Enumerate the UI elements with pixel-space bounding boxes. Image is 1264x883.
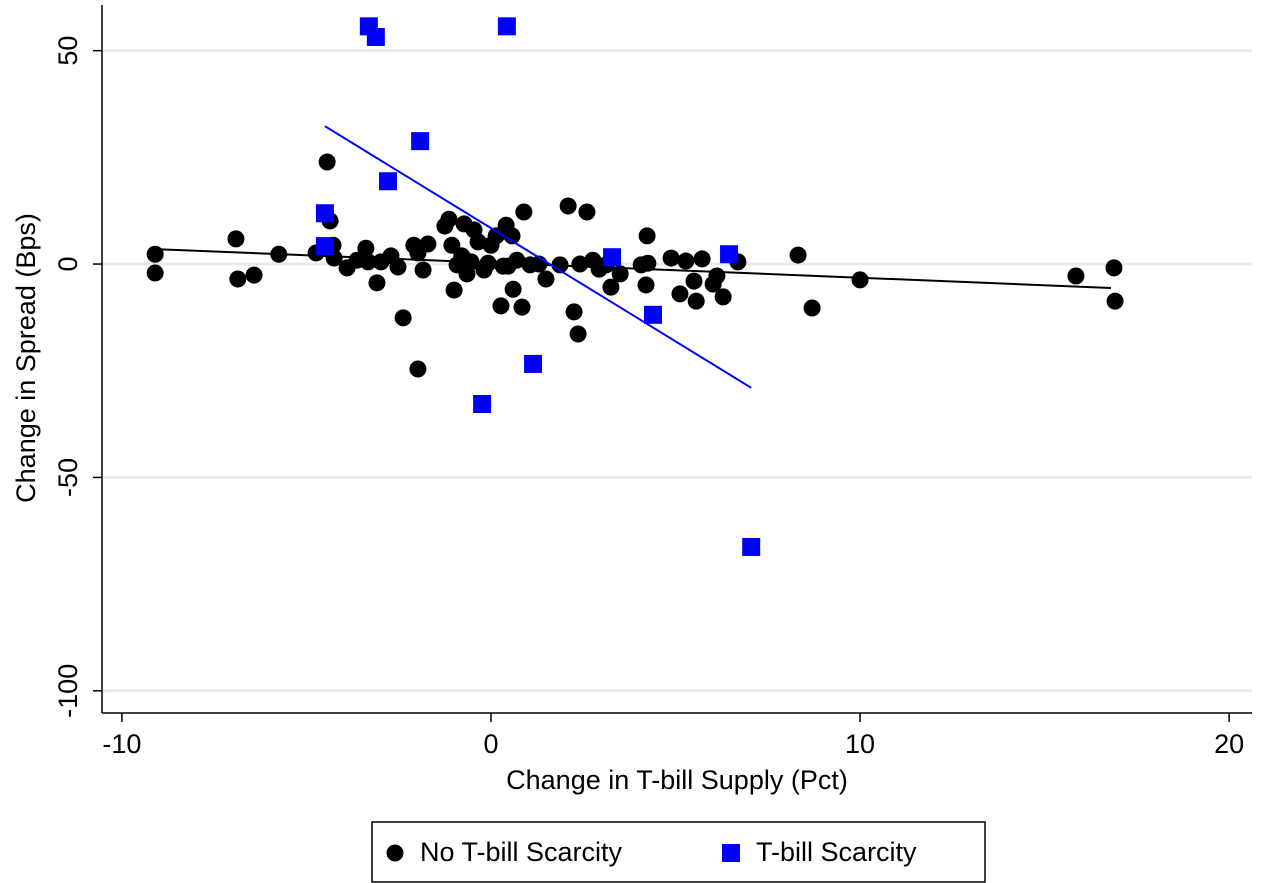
marker (146, 264, 164, 282)
y-tick-label: 50 (53, 36, 83, 66)
marker (504, 280, 522, 298)
marker (720, 245, 739, 264)
marker (1106, 292, 1124, 310)
marker (513, 298, 531, 316)
marker (227, 230, 245, 248)
marker (851, 271, 869, 289)
marker (445, 281, 463, 299)
marker (565, 303, 583, 321)
y-tick-label: -100 (53, 664, 83, 718)
marker (389, 258, 407, 276)
marker (146, 245, 164, 263)
marker (419, 235, 437, 253)
marker (386, 844, 404, 862)
marker (411, 132, 430, 151)
marker (503, 227, 521, 245)
marker (409, 360, 427, 378)
fit-line (155, 248, 1112, 289)
x-axis-title: Change in T-bill Supply (Pct) (506, 765, 848, 795)
marker (602, 278, 620, 296)
marker (644, 305, 663, 324)
legend-label: T-bill Scarcity (756, 837, 917, 867)
x-tick-label: 0 (483, 729, 498, 759)
marker (315, 204, 334, 223)
legend-label: No T-bill Scarcity (420, 837, 623, 867)
marker (789, 246, 807, 264)
marker (315, 237, 334, 256)
y-tick-label: -50 (53, 458, 83, 497)
marker (638, 227, 656, 245)
marker (318, 153, 336, 171)
marker (492, 297, 510, 315)
marker (537, 270, 555, 288)
marker (497, 17, 516, 36)
y-tick-label: 0 (53, 257, 83, 272)
marker (693, 250, 711, 268)
x-tick-label: -10 (102, 729, 141, 759)
marker (469, 233, 487, 251)
marker (366, 28, 385, 47)
marker (473, 395, 492, 414)
marker (639, 254, 657, 272)
marker (245, 266, 263, 284)
marker (722, 844, 740, 862)
marker (440, 210, 458, 228)
marker (443, 236, 461, 254)
marker (671, 285, 689, 303)
y-axis-title: Change in Spread (Bps) (11, 213, 41, 503)
marker (578, 203, 596, 221)
marker (687, 292, 705, 310)
marker (229, 270, 247, 288)
marker (803, 299, 821, 317)
marker (1067, 267, 1085, 285)
marker (487, 227, 505, 245)
marker (368, 274, 386, 292)
marker (559, 197, 577, 215)
marker (394, 309, 412, 327)
marker (708, 267, 726, 285)
legend-box (371, 821, 986, 883)
marker (611, 265, 629, 283)
marker (637, 276, 655, 294)
marker (685, 272, 703, 290)
fit-line (324, 125, 752, 389)
marker (742, 537, 761, 556)
marker (662, 249, 680, 267)
marker (524, 354, 543, 373)
marker (1105, 259, 1123, 277)
marker (714, 288, 732, 306)
marker (379, 172, 398, 191)
x-tick-label: 10 (845, 729, 875, 759)
marker (414, 261, 432, 279)
x-tick-label: 20 (1214, 729, 1244, 759)
marker (677, 252, 695, 270)
marker (603, 248, 622, 267)
marker (571, 255, 589, 273)
marker (357, 239, 375, 257)
marker (515, 203, 533, 221)
marker (569, 325, 587, 343)
